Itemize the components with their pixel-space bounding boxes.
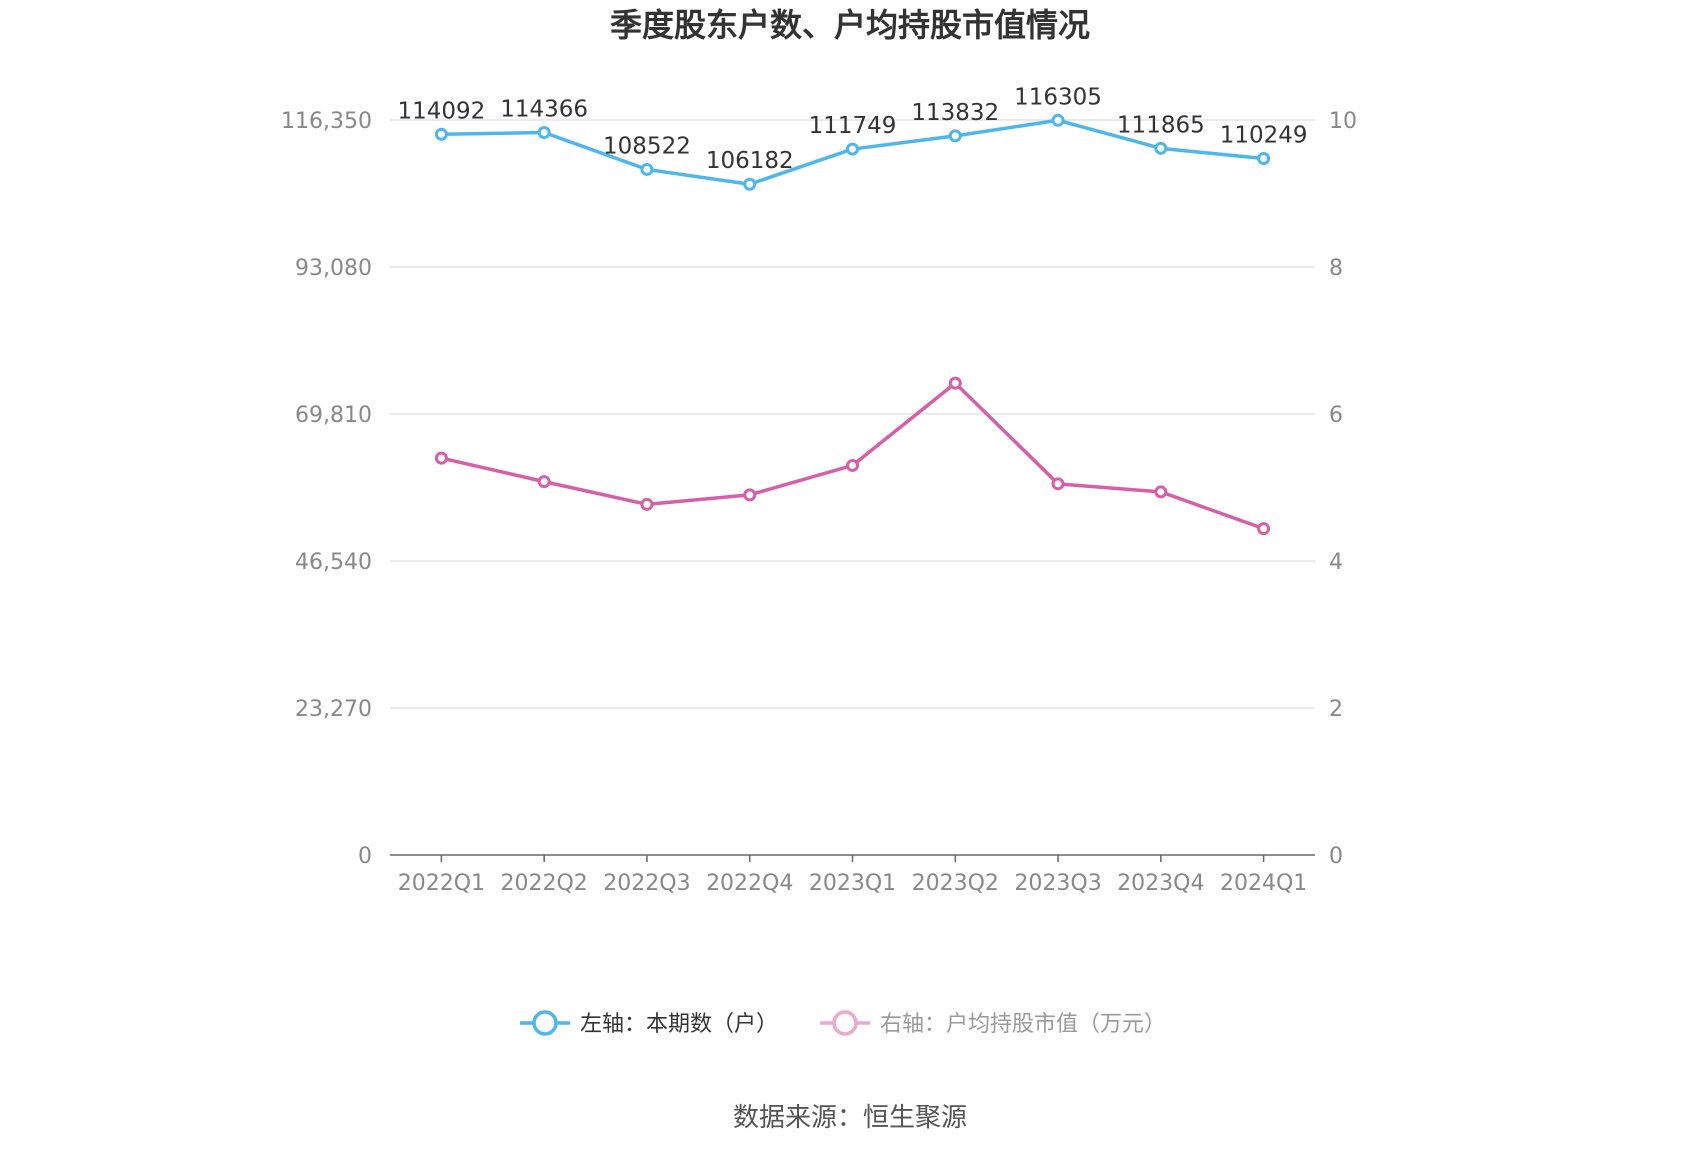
right-tick-label: 8 — [1329, 256, 1343, 281]
data-point-left — [1051, 113, 1065, 127]
data-point-left — [537, 126, 551, 140]
legend[interactable]: 左轴：本期数（户） 右轴：户均持股市值（万元） — [520, 1010, 1166, 1037]
data-source: 数据来源：恒生聚源 — [733, 1103, 967, 1133]
x-tick-label: 2022Q1 — [398, 871, 485, 896]
left-tick-label: 69,810 — [295, 403, 372, 428]
axes: 0 0 23,270 2 46,540 4 69,810 6 93,080 8 116,350 10 2… — [281, 109, 1357, 896]
x-tick-label: 2023Q4 — [1117, 871, 1204, 896]
data-point-left — [743, 177, 757, 191]
data-label: 111749 — [809, 113, 897, 139]
data-point-left — [1257, 152, 1271, 166]
grid — [390, 119, 1315, 709]
right-tick-label: 0 — [1329, 844, 1343, 869]
x-tick-label: 2023Q3 — [1014, 871, 1101, 896]
x-tick-label: 2022Q4 — [706, 871, 793, 896]
data-label: 108522 — [603, 133, 691, 159]
data-point-left — [434, 127, 448, 141]
legend-item[interactable]: 左轴：本期数（户） — [520, 1010, 778, 1037]
x-tick-label: 2022Q2 — [501, 871, 588, 896]
data-point-left — [846, 142, 859, 156]
data-label: 116305 — [1014, 84, 1102, 110]
legend-label: 左轴：本期数（户） — [580, 1012, 778, 1037]
data-point-right — [537, 475, 551, 489]
right-tick-label: 6 — [1329, 403, 1343, 428]
data-point-right — [743, 488, 757, 502]
left-tick-label: 0 — [358, 844, 372, 869]
legend-item[interactable]: 右轴：户均持股市值（万元） — [820, 1010, 1166, 1037]
data-point-right — [1154, 485, 1168, 499]
right-tick-label: 2 — [1329, 697, 1343, 722]
right-tick-label: 10 — [1329, 109, 1357, 134]
legend-marker — [832, 1010, 858, 1036]
left-tick-label: 93,080 — [295, 256, 372, 281]
legend-marker — [532, 1010, 558, 1036]
data-label: 106182 — [706, 148, 794, 174]
x-tick-label: 2023Q2 — [912, 871, 999, 896]
data-point-left — [1154, 141, 1168, 155]
right-tick-label: 4 — [1329, 550, 1343, 575]
data-label: 114092 — [397, 98, 485, 124]
data-point-right — [1257, 522, 1271, 536]
x-tick-label: 2023Q1 — [809, 871, 896, 896]
left-tick-label: 116,350 — [281, 109, 372, 134]
data-label: 110249 — [1220, 123, 1308, 149]
data-point-right — [846, 458, 859, 472]
left-tick-label: 46,540 — [295, 550, 372, 575]
data-label: 114366 — [500, 97, 588, 123]
x-tick-label: 2022Q3 — [603, 871, 690, 896]
data-point-left — [640, 162, 654, 176]
chart-title: 季度股东户数、户均持股市值情况 — [610, 6, 1090, 44]
data-point-right — [1051, 477, 1065, 491]
series-line-right — [440, 381, 1265, 531]
data-label: 113832 — [911, 100, 999, 126]
data-point-left — [948, 129, 962, 143]
series: 114092 114366 108522 106182 111749 113832 1163… — [397, 84, 1308, 536]
data-point-right — [948, 376, 962, 390]
x-tick-label: 2024Q1 — [1220, 871, 1307, 896]
left-tick-label: 23,270 — [295, 697, 372, 722]
data-label: 111865 — [1117, 112, 1205, 138]
data-point-right — [434, 451, 448, 465]
data-point-right — [640, 497, 654, 511]
legend-label: 右轴：户均持股市值（万元） — [880, 1012, 1166, 1037]
